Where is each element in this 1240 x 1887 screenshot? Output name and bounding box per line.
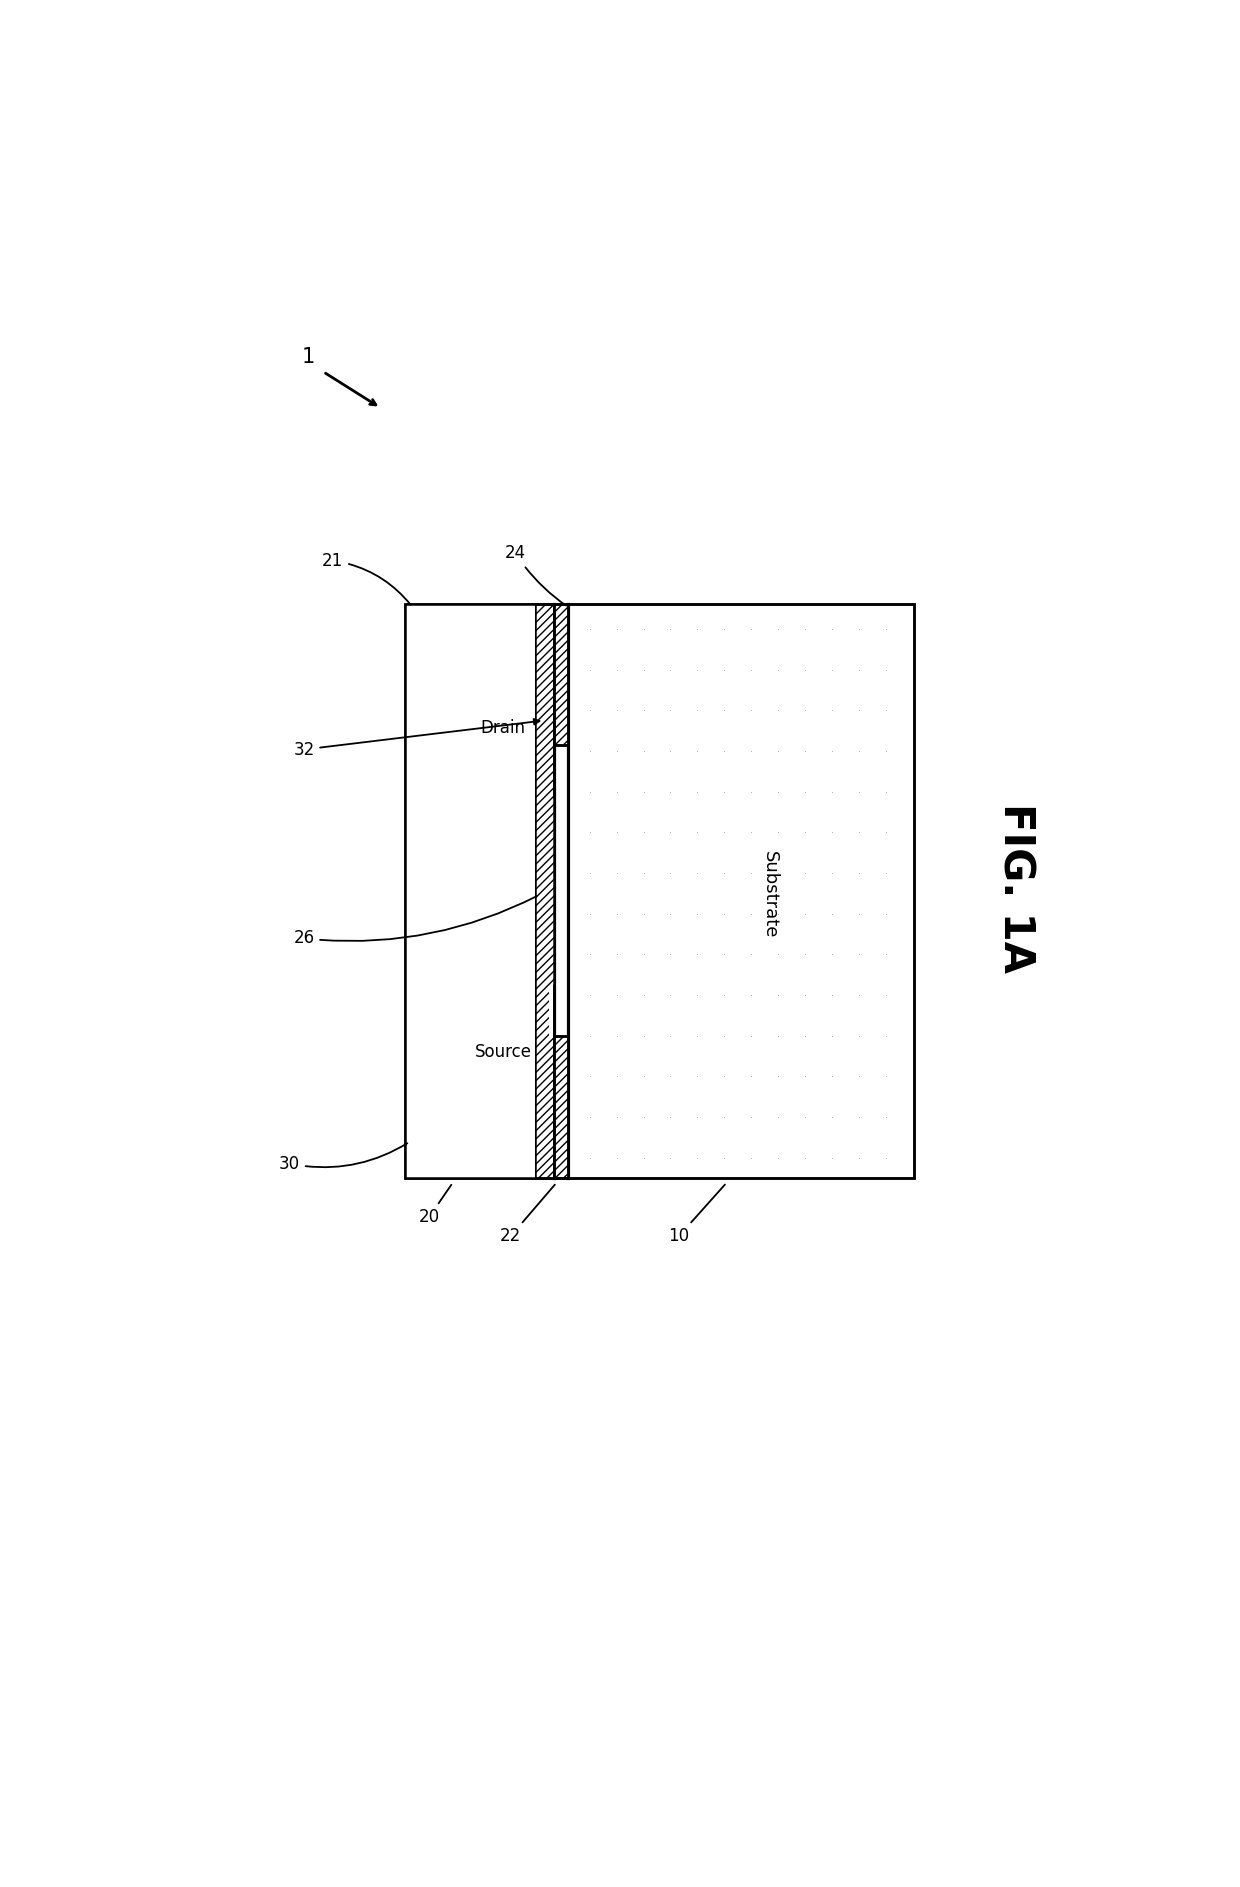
- Text: Substrate: Substrate: [761, 851, 779, 938]
- Text: 21: 21: [322, 551, 410, 606]
- Text: 22: 22: [500, 1185, 554, 1245]
- Bar: [404, 604, 914, 1177]
- Bar: [554, 1036, 568, 1177]
- Text: FIG. 1A: FIG. 1A: [994, 802, 1037, 972]
- Bar: [549, 985, 554, 1036]
- Text: Drain: Drain: [480, 719, 526, 736]
- Bar: [534, 604, 554, 1177]
- Text: 10: 10: [668, 1185, 725, 1245]
- Text: 26: 26: [294, 896, 537, 947]
- Text: Source: Source: [475, 1044, 532, 1060]
- Text: 24: 24: [505, 543, 565, 606]
- Bar: [404, 604, 914, 1177]
- Bar: [404, 604, 534, 1177]
- Text: 1: 1: [303, 347, 315, 368]
- Text: 30: 30: [279, 1144, 407, 1172]
- Text: 20: 20: [418, 1185, 451, 1227]
- Bar: [554, 604, 568, 745]
- Text: 32: 32: [294, 719, 539, 759]
